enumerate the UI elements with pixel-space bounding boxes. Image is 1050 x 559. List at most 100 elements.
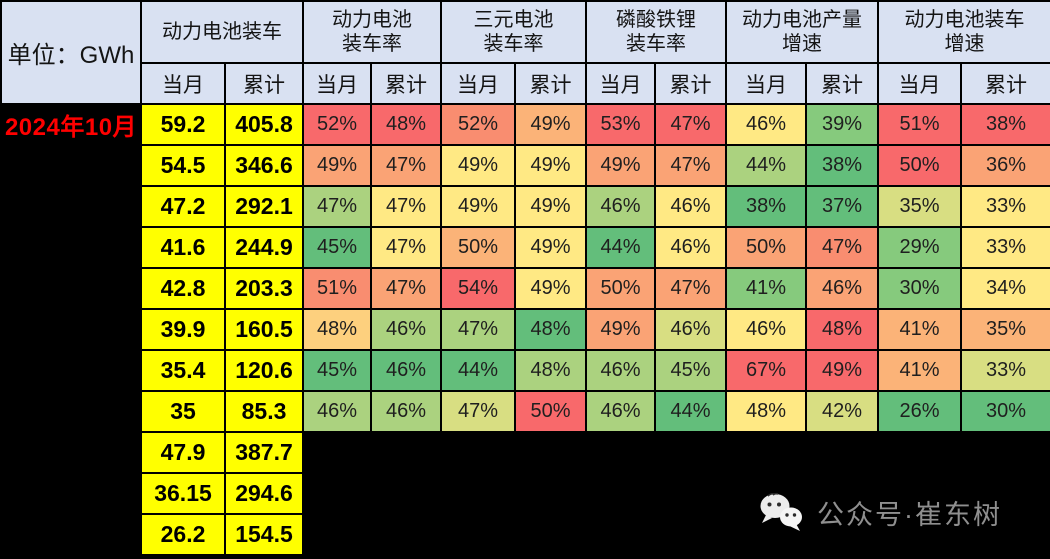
percent-value-cell: 42% bbox=[805, 390, 879, 433]
percent-value-cell: 46% bbox=[585, 185, 656, 228]
row-label-cell-empty bbox=[0, 308, 142, 351]
percent-value-cell: 49% bbox=[514, 267, 587, 310]
column-sub-header: 当月 bbox=[440, 62, 516, 105]
percent-value-cell: 46% bbox=[370, 390, 442, 433]
column-group-header: 磷酸铁锂 装车率 bbox=[585, 0, 727, 64]
percent-value-cell: 53% bbox=[585, 103, 656, 146]
percent-value-cell: 33% bbox=[960, 185, 1050, 228]
wechat-icon bbox=[760, 492, 802, 531]
column-sub-header: 当月 bbox=[140, 62, 226, 105]
percent-value-cell: 45% bbox=[302, 349, 372, 392]
column-sub-header: 累计 bbox=[370, 62, 442, 105]
percent-value-cell: 54% bbox=[440, 267, 516, 310]
column-sub-header: 累计 bbox=[224, 62, 304, 105]
percent-value-cell: 44% bbox=[725, 144, 807, 187]
percent-value-cell: 41% bbox=[725, 267, 807, 310]
gwh-value-cell: 39.9 bbox=[140, 308, 226, 351]
gwh-value-cell: 47.9 bbox=[140, 431, 226, 474]
gwh-value-cell: 54.5 bbox=[140, 144, 226, 187]
percent-value-cell: 47% bbox=[440, 308, 516, 351]
percent-value-cell: 46% bbox=[654, 226, 727, 269]
gwh-value-cell: 26.2 bbox=[140, 513, 226, 556]
table-row: 47.9 387.7 bbox=[0, 431, 1050, 474]
gwh-value-cell: 120.6 bbox=[224, 349, 304, 392]
column-sub-header: 累计 bbox=[654, 62, 727, 105]
gwh-value-cell: 294.6 bbox=[224, 472, 304, 515]
percent-value-cell: 47% bbox=[440, 390, 516, 433]
percent-value-cell: 50% bbox=[440, 226, 516, 269]
table-row: 35 85.3 46% 46% 47% 50% 46% 44% 48% 42% 26% 30% bbox=[0, 390, 1050, 433]
percent-value-cell: 47% bbox=[370, 226, 442, 269]
percent-value-cell: 38% bbox=[725, 185, 807, 228]
row-label-cell-empty bbox=[0, 472, 142, 515]
percent-value-cell: 48% bbox=[370, 103, 442, 146]
percent-value-cell: 49% bbox=[302, 144, 372, 187]
table-row: 2024年10月 59.2 405.8 52% 48% 52% 49% 53% 47% 46% 39… bbox=[0, 103, 1050, 146]
gwh-value-cell: 387.7 bbox=[224, 431, 304, 474]
column-group-header: 动力电池产量 增速 bbox=[725, 0, 879, 64]
percent-value-cell: 47% bbox=[370, 267, 442, 310]
column-group-header: 动力电池装车 bbox=[140, 0, 304, 64]
percent-value-cell: 33% bbox=[960, 226, 1050, 269]
percent-value-cell: 51% bbox=[302, 267, 372, 310]
percent-value-cell: 47% bbox=[370, 185, 442, 228]
table-row: 26.2 154.5 bbox=[0, 513, 1050, 556]
percent-value-cell: 49% bbox=[805, 349, 879, 392]
watermark-text: 公众号·崔东树 bbox=[817, 499, 1002, 530]
percent-value-cell: 35% bbox=[960, 308, 1050, 351]
percent-value-cell: 52% bbox=[302, 103, 372, 146]
column-sub-header: 累计 bbox=[514, 62, 587, 105]
unit-label-cell: 单位：GWh bbox=[0, 0, 142, 105]
table-header: 单位：GWh 动力电池装车 动力电池 装车率 三元电池 装车率 磷酸铁锂 装车率 动力电池产量增… bbox=[0, 0, 1050, 105]
percent-value-cell: 50% bbox=[585, 267, 656, 310]
percent-value-cell: 33% bbox=[960, 349, 1050, 392]
table-row: 36.15 294.6 bbox=[0, 472, 1050, 515]
gwh-value-cell: 42.8 bbox=[140, 267, 226, 310]
percent-value-cell: 36% bbox=[960, 144, 1050, 187]
gwh-value-cell: 35 bbox=[140, 390, 226, 433]
percent-value-cell: 46% bbox=[585, 390, 656, 433]
gwh-value-cell: 85.3 bbox=[224, 390, 304, 433]
table-row: 42.8 203.3 51% 47% 54% 49% 50% 47% 41% 46% 30% 34% bbox=[0, 267, 1050, 310]
percent-value-cell: 48% bbox=[302, 308, 372, 351]
percent-value-cell: 51% bbox=[877, 103, 962, 146]
column-sub-header: 当月 bbox=[725, 62, 807, 105]
percent-value-cell: 49% bbox=[514, 226, 587, 269]
column-group-header: 动力电池 装车率 bbox=[302, 0, 442, 64]
percent-value-cell: 46% bbox=[725, 308, 807, 351]
percent-value-cell: 50% bbox=[514, 390, 587, 433]
percent-value-cell: 39% bbox=[805, 103, 879, 146]
column-sub-header: 当月 bbox=[585, 62, 656, 105]
percent-value-cell: 45% bbox=[302, 226, 372, 269]
percent-value-cell: 47% bbox=[302, 185, 372, 228]
gwh-value-cell: 346.6 bbox=[224, 144, 304, 187]
gwh-value-cell: 292.1 bbox=[224, 185, 304, 228]
percent-value-cell: 47% bbox=[654, 144, 727, 187]
empty-region bbox=[302, 513, 1050, 556]
percent-value-cell: 30% bbox=[877, 267, 962, 310]
percent-value-cell: 44% bbox=[654, 390, 727, 433]
percent-value-cell: 67% bbox=[725, 349, 807, 392]
percent-value-cell: 45% bbox=[654, 349, 727, 392]
percent-value-cell: 41% bbox=[877, 308, 962, 351]
gwh-value-cell: 154.5 bbox=[224, 513, 304, 556]
table-row: 54.5 346.6 49% 47% 49% 49% 49% 47% 44% 38% 50% 36% bbox=[0, 144, 1050, 187]
percent-value-cell: 41% bbox=[877, 349, 962, 392]
percent-value-cell: 48% bbox=[514, 308, 587, 351]
percent-value-cell: 46% bbox=[725, 103, 807, 146]
percent-value-cell: 49% bbox=[514, 185, 587, 228]
percent-value-cell: 46% bbox=[654, 308, 727, 351]
row-label-cell-empty bbox=[0, 390, 142, 433]
row-label-cell-empty bbox=[0, 185, 142, 228]
row-label-cell-empty bbox=[0, 267, 142, 310]
gwh-value-cell: 405.8 bbox=[224, 103, 304, 146]
percent-value-cell: 46% bbox=[370, 349, 442, 392]
watermark: 公众号·崔东树 bbox=[758, 492, 1002, 532]
gwh-value-cell: 35.4 bbox=[140, 349, 226, 392]
percent-value-cell: 47% bbox=[654, 267, 727, 310]
row-label-cell-empty bbox=[0, 431, 142, 474]
gwh-value-cell: 160.5 bbox=[224, 308, 304, 351]
column-sub-header: 累计 bbox=[960, 62, 1050, 105]
percent-value-cell: 49% bbox=[440, 144, 516, 187]
gwh-value-cell: 36.15 bbox=[140, 472, 226, 515]
